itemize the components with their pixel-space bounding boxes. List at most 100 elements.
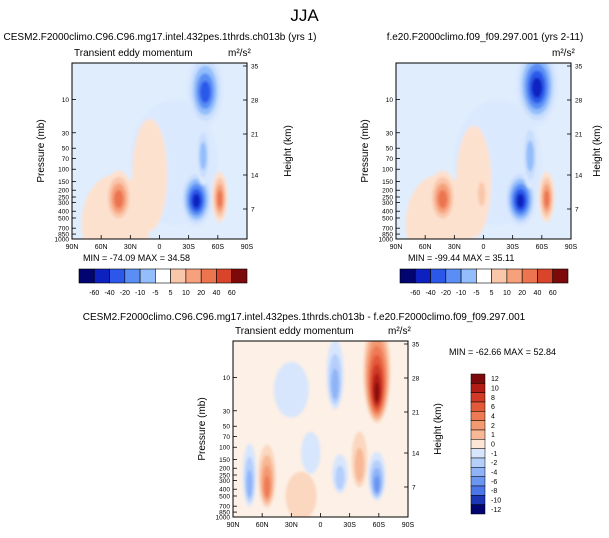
colorbar-swatch	[470, 476, 486, 487]
y-tick-label: 400	[382, 209, 393, 216]
colorbar-swatch	[491, 268, 508, 284]
panel-3-ylabel: Pressure (mb)	[197, 397, 208, 460]
y-tick-label: 70	[62, 156, 70, 163]
y-tick-label: 850	[382, 232, 393, 239]
panel-1-stats: MIN = -74.09 MAX = 34.58	[83, 253, 190, 263]
y2-tick-label: 7	[251, 207, 255, 214]
x-tick-label: 60S	[536, 244, 549, 251]
colorbar-label: -10	[135, 290, 145, 297]
colorbar-label: -10	[491, 498, 501, 505]
colorbar-label: 6	[491, 404, 495, 411]
colorbar-label: -20	[441, 290, 451, 297]
colorbar-label: 10	[182, 290, 190, 297]
colorbar-label: -8	[491, 488, 497, 495]
panel-model: CESM2.F2000climo.C96.C96.mg17.intel.432p…	[4, 32, 317, 297]
y2-tick-label: 14	[575, 173, 583, 180]
colorbar-swatch	[470, 448, 486, 459]
x-tick-label: 0	[482, 244, 486, 251]
y-tick-label: 500	[58, 215, 69, 222]
colorbar-label: 8	[491, 395, 495, 402]
x-tick-label: 90N	[227, 522, 240, 529]
contour-level	[437, 189, 448, 209]
y2-tick-label: 14	[251, 173, 259, 180]
y-tick-label: 1000	[216, 515, 231, 522]
panel-1-units: m²/s²	[228, 48, 251, 59]
y-tick-label: 200	[58, 188, 69, 195]
x-tick-label: 90N	[66, 244, 79, 251]
y-tick-label: 150	[58, 179, 69, 186]
x-tick-label: 60N	[95, 244, 108, 251]
colorbar-swatch	[470, 401, 486, 412]
y2-tick-label: 21	[251, 132, 259, 139]
panel-1-subtitle: Transient eddy momentum	[74, 48, 193, 59]
contour-level	[354, 447, 365, 483]
y-tick-label: 150	[382, 179, 393, 186]
panel-2-title: f.e20.F2000climo.f09_f09.297.001 (yrs 2-…	[387, 32, 584, 43]
panel-1-axes: 90N 60N 30N 0 30S 60S 90S103050701001502002503…	[55, 64, 259, 252]
contour-level	[285, 471, 317, 517]
colorbar-label: -40	[425, 290, 435, 297]
colorbar-swatch	[460, 268, 477, 284]
panel-1-title: CESM2.F2000climo.C96.C96.mg17.intel.432p…	[4, 32, 317, 43]
panel-2-ylabel: Pressure (mb)	[360, 119, 371, 182]
colorbar-label: 60	[549, 290, 557, 297]
y-tick-label: 500	[382, 215, 393, 222]
panel-difference: CESM2.F2000climo.C96.C96.mg17.intel.432p…	[83, 312, 556, 529]
colorbar-label: 12	[491, 376, 499, 383]
colorbar-label: -40	[104, 290, 114, 297]
y-tick-label: 10	[223, 375, 231, 382]
contour-level	[113, 189, 124, 209]
y-tick-label: 500	[219, 493, 230, 500]
y-tick-label: 50	[223, 424, 231, 431]
colorbar-swatch	[231, 268, 248, 284]
y2-tick-label: 14	[412, 451, 420, 458]
contour-level	[531, 77, 543, 98]
colorbar-label: 40	[213, 290, 221, 297]
y-tick-label: 200	[219, 466, 230, 473]
contour-level	[199, 80, 211, 103]
contour-level	[154, 175, 165, 211]
colorbar-swatch	[109, 268, 126, 284]
y-tick-label: 70	[386, 156, 394, 163]
x-tick-label: 30S	[343, 522, 356, 529]
colorbar-swatch	[445, 268, 462, 284]
y-tick-label: 850	[58, 232, 69, 239]
x-tick-label: 90S	[241, 244, 254, 251]
contour-level	[217, 190, 223, 208]
colorbar-swatch	[470, 504, 486, 515]
panel-2-units: m²/s²	[552, 48, 575, 59]
y-tick-label: 400	[219, 487, 230, 494]
panel-reference: f.e20.F2000climo.f09_f09.297.001 (yrs 2-…	[360, 32, 603, 297]
y2-tick-label: 21	[412, 410, 420, 417]
colorbar-label: 5	[490, 290, 494, 297]
y2-tick-label: 7	[575, 207, 579, 214]
x-tick-label: 90S	[402, 522, 415, 529]
contour-level	[374, 382, 380, 402]
panel-3-stats: MIN = -62.66 MAX = 52.84	[449, 347, 556, 357]
x-tick-label: 90S	[565, 244, 578, 251]
y-tick-label: 300	[219, 478, 230, 485]
y-tick-label: 100	[58, 167, 69, 174]
x-tick-label: 60S	[373, 522, 386, 529]
y-tick-label: 700	[219, 504, 230, 511]
x-tick-label: 0	[319, 522, 323, 529]
y-tick-label: 30	[223, 408, 231, 415]
x-tick-label: 30N	[285, 522, 298, 529]
y-tick-label: 150	[219, 457, 230, 464]
y-tick-label: 250	[219, 472, 230, 479]
colorbar-swatch	[470, 411, 486, 421]
panel-2-plot-area	[396, 63, 571, 239]
colorbar-label: -5	[473, 290, 479, 297]
colorbar-swatch	[470, 392, 486, 403]
panel-2-contours	[405, 63, 559, 239]
y2-tick-label: 35	[575, 64, 583, 71]
y-tick-label: 30	[62, 130, 70, 137]
contour-level	[263, 475, 271, 498]
y-tick-label: 1000	[379, 237, 394, 244]
panel-3-contours	[242, 341, 391, 517]
colorbar-swatch	[185, 268, 202, 284]
contour-level	[335, 465, 345, 490]
colorbar-swatch	[155, 268, 171, 284]
panel-3-axes: 90N 60N 30N 0 30S 60S 90S103050701001502002503…	[216, 342, 420, 530]
